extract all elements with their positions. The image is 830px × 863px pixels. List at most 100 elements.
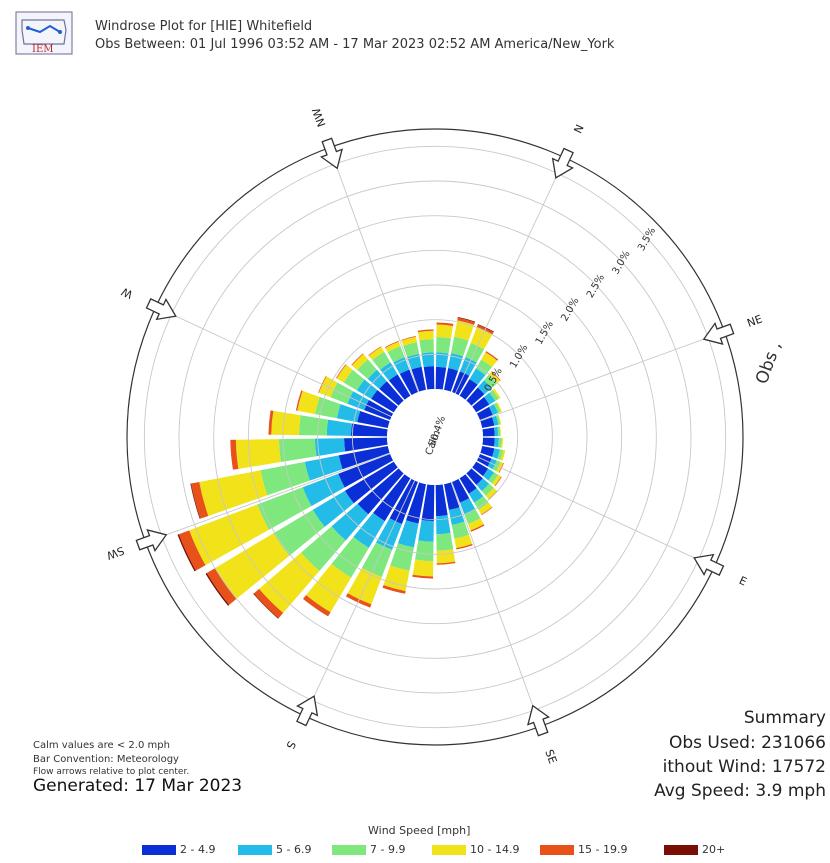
bar-130-bin4 xyxy=(468,518,484,531)
bar-30-bin4 xyxy=(492,388,501,399)
summary-without-wind: ithout Wind: 17572 xyxy=(662,757,826,777)
flow-arrow-NE xyxy=(702,321,735,345)
bar-310-bin2 xyxy=(393,357,410,374)
legend-label: 2 - 4.9 xyxy=(180,843,216,856)
bar-350-bin1 xyxy=(443,368,459,392)
observation-period: Obs Between: 01 Jul 1996 03:52 AM - 17 M… xyxy=(95,37,615,52)
bar-290-bin2 xyxy=(367,369,387,389)
bar-180-bin1 xyxy=(389,478,418,525)
bar-80-bin3 xyxy=(497,449,504,460)
flow-arrow-E xyxy=(693,553,725,576)
calm-note: Calm values are < 2.0 mph xyxy=(33,740,170,751)
bar-220-bin4 xyxy=(189,504,270,566)
bar-150-bin4 xyxy=(436,549,456,564)
bar-30-bin2 xyxy=(484,392,496,405)
bar-240-bin2 xyxy=(314,438,346,457)
bar-230-bin6 xyxy=(190,483,201,519)
bar-250-bin4 xyxy=(271,410,301,436)
ring-3.5 xyxy=(143,145,727,729)
bar-60-bin2 xyxy=(494,426,499,437)
bar-180-bin3 xyxy=(361,542,393,578)
ring-2 xyxy=(247,249,623,625)
bar-280-bin4 xyxy=(336,364,353,383)
bar-310-bin1 xyxy=(399,369,418,396)
bar-320-bin3 xyxy=(403,342,420,357)
bar-70-bin2 xyxy=(494,437,499,448)
bar-250-bin3 xyxy=(298,415,329,436)
bar-260-bin3 xyxy=(314,396,341,419)
bar-330-bin5 xyxy=(417,329,434,333)
direction-label-SE: SE xyxy=(542,748,559,766)
bar-300-bin3 xyxy=(372,351,391,370)
bar-170-bin5 xyxy=(382,585,406,594)
bar-250-bin5 xyxy=(268,410,274,435)
ring-3 xyxy=(178,180,692,694)
legend-swatch xyxy=(664,845,698,855)
bar-220-bin6 xyxy=(177,534,196,572)
bar-320-bin4 xyxy=(401,336,417,346)
summary-obs-used: Obs Used: 231066 xyxy=(668,733,826,753)
legend-label: 5 - 6.9 xyxy=(276,843,312,856)
bar-10-bin3 xyxy=(475,359,493,376)
bar-150-bin2 xyxy=(436,515,451,535)
bar-190-bin5 xyxy=(302,595,331,617)
flow-arrow-N xyxy=(551,147,574,179)
bar-250-bin1 xyxy=(350,423,388,437)
bar-320-bin1 xyxy=(411,366,427,392)
bar-50-bin2 xyxy=(492,415,499,426)
tick-label-1.5: 1.5% xyxy=(534,319,556,347)
bar-320-bin5 xyxy=(401,336,416,341)
bar-120-bin5 xyxy=(481,506,493,516)
bar-220-bin5 xyxy=(178,530,206,571)
bar-300-bin2 xyxy=(380,362,398,381)
bar-340-bin5 xyxy=(436,322,454,326)
bar-340-bin3 xyxy=(436,337,451,354)
bar-10-bin1 xyxy=(459,379,478,400)
bar-310-bin3 xyxy=(387,346,405,363)
bar-260-bin1 xyxy=(357,410,390,429)
legend-item-2: 5 - 6.9 xyxy=(238,843,311,863)
outer-ring xyxy=(126,128,744,746)
spoke-180 xyxy=(304,480,416,717)
bar-10-bin4 xyxy=(481,352,498,368)
bar-350-bin4 xyxy=(454,320,475,341)
chart-title: Windrose Plot for [HIE] Whitefield xyxy=(95,19,313,34)
bar-160-bin5 xyxy=(412,574,434,579)
direction-label-SW: SW xyxy=(105,544,126,562)
bar-310-bin5 xyxy=(384,340,399,348)
legend-item-3: 7 - 9.9 xyxy=(332,843,405,863)
bar-190-bin2 xyxy=(353,512,385,548)
spoke-270 xyxy=(155,306,392,418)
bar-300-bin5 xyxy=(368,346,382,356)
bar-240-bin3 xyxy=(278,438,317,462)
bar-170-bin1 xyxy=(405,482,427,524)
bar-200-bin5 xyxy=(253,588,284,619)
bar-80-bin2 xyxy=(492,448,500,459)
bar-70-bin1 xyxy=(482,437,495,447)
legend-item-1: 2 - 4.9 xyxy=(142,843,215,863)
bar-350-bin2 xyxy=(448,353,464,371)
bar-20-bin2 xyxy=(477,380,492,395)
summary-avg-speed: Avg Speed: 3.9 mph xyxy=(654,781,826,801)
bar-160-bin1 xyxy=(421,484,435,522)
bar-40-bin3 xyxy=(493,402,501,414)
bar-170-bin3 xyxy=(390,543,414,571)
bar-10-bin2 xyxy=(469,368,486,385)
bar-230-bin3 xyxy=(260,461,310,496)
bar-290-bin4 xyxy=(351,353,368,370)
spoke-45 xyxy=(479,331,725,422)
windrose-bars xyxy=(177,316,506,619)
legend-swatch xyxy=(142,845,176,855)
bar-260-bin4 xyxy=(297,390,320,415)
bar-180-bin4 xyxy=(347,567,382,605)
bar-270-bin1 xyxy=(364,400,394,420)
bar-160-bin4 xyxy=(412,559,434,577)
bar-100-bin1 xyxy=(472,461,489,477)
bar-40-bin4 xyxy=(496,402,502,413)
bar-140-bin1 xyxy=(443,482,460,511)
windrose-chart: 0.5%1.0%1.5%2.0%2.5%3.0%3.5% NNEESESSWWN… xyxy=(105,106,764,766)
bar-120-bin4 xyxy=(478,502,493,515)
bar-210-bin1 xyxy=(344,461,398,504)
legend-swatch xyxy=(540,845,574,855)
bar-350-bin6 xyxy=(457,316,476,323)
